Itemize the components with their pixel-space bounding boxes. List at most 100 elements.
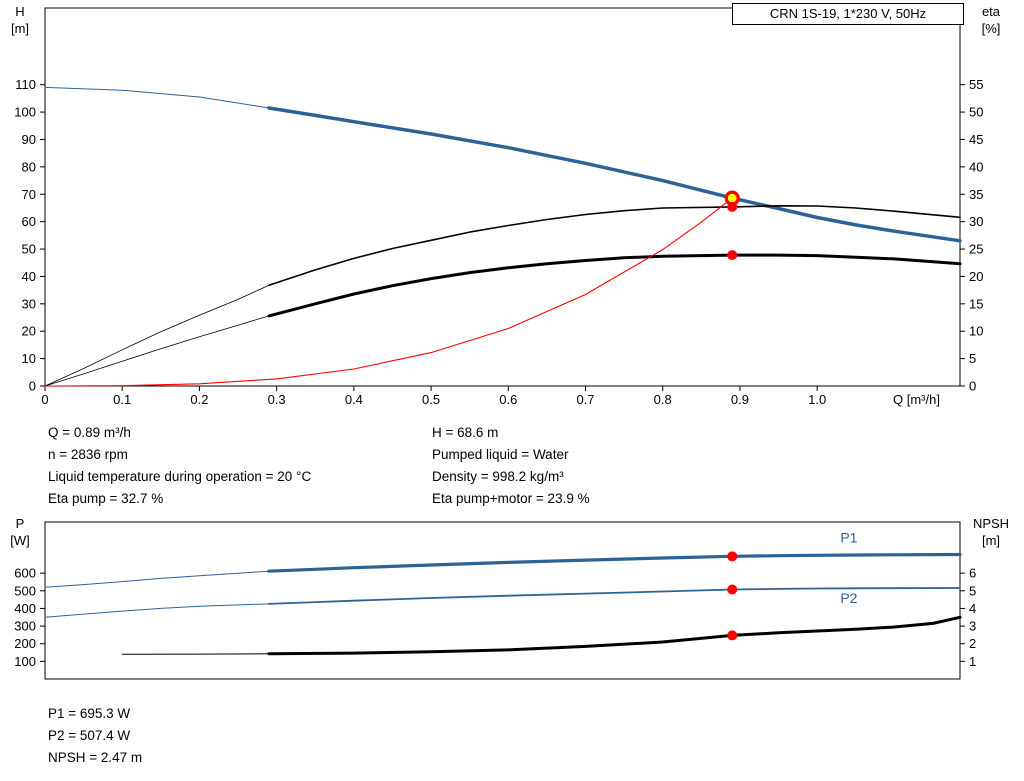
- right-tick-label: 35: [969, 187, 983, 202]
- operating-info-bottom: P1 = 695.3 W P2 = 507.4 W NPSH = 2.47 m: [48, 703, 142, 769]
- eta-pump-curve: [268, 205, 961, 287]
- h-axis-title: H [m]: [0, 3, 40, 37]
- x-tick-label: 0.8: [654, 392, 672, 407]
- info-line-speed: n = 2836 rpm: [48, 447, 128, 462]
- power-npsh-chart: 100 200 300 400 500 600 1 2 3 4 5 6 P1 P2: [14, 521, 976, 680]
- left-tick-label: 90: [22, 132, 36, 147]
- p2-curve-label: P2: [840, 590, 857, 606]
- x-tick-label: 0.2: [190, 392, 208, 407]
- right-tick-label: 50: [969, 105, 983, 120]
- info-line-head: H = 68.6 m: [432, 425, 499, 440]
- npsh-axis-unit: [m]: [981, 533, 1001, 548]
- left-tick-label: 200: [14, 636, 36, 651]
- left-tick-label: 500: [14, 583, 36, 598]
- right-tick-label: 5: [969, 583, 976, 598]
- eta-pump-motor-curve-thin: [44, 315, 270, 387]
- eta-pump-curve-thin: [44, 284, 270, 387]
- operating-point-marker-1: [727, 201, 738, 212]
- p-axis-symbol: P: [15, 516, 25, 531]
- x-tick-label: 1.0: [808, 392, 826, 407]
- info-line-liquid: Pumped liquid = Water: [432, 447, 569, 462]
- info-line-eta-pump: Eta pump = 32.7 %: [48, 491, 164, 506]
- x-tick-label: 0.3: [268, 392, 286, 407]
- operating-point-marker-0: [727, 551, 738, 562]
- p1-curve: [267, 552, 962, 573]
- eta-axis-title: eta [%]: [966, 3, 1016, 37]
- left-tick-label: 20: [22, 324, 36, 339]
- left-tick-label: 600: [14, 566, 36, 581]
- x-tick-label: 0.9: [731, 392, 749, 407]
- right-tick-label: 15: [969, 296, 983, 311]
- system-curve-thin: [44, 197, 733, 387]
- operating-point-marker-1: [727, 584, 738, 595]
- right-tick-label: 1: [969, 654, 976, 669]
- x-tick-label: 0.1: [113, 392, 131, 407]
- npsh-curve: [267, 615, 962, 656]
- info-line-flow: Q = 0.89 m³/h: [48, 425, 131, 440]
- p1-curve-label: P1: [840, 529, 857, 545]
- right-tick-label: 5: [969, 351, 976, 366]
- right-tick-label: 2: [969, 636, 976, 651]
- left-tick-label: 0: [29, 379, 36, 394]
- right-tick-label: 10: [969, 324, 983, 339]
- info-line-density: Density = 998.2 kg/m³: [432, 469, 564, 484]
- left-tick-label: 50: [22, 242, 36, 257]
- x-tick-label: 0: [41, 392, 48, 407]
- h-axis-unit: [m]: [10, 21, 30, 36]
- p-axis-title: P [W]: [0, 515, 40, 549]
- p2-curve: [267, 587, 961, 605]
- left-tick-label: 300: [14, 619, 36, 634]
- info-line-p2: P2 = 507.4 W: [48, 728, 131, 743]
- right-tick-label: 4: [969, 601, 976, 616]
- info-line-npsh: NPSH = 2.47 m: [48, 750, 143, 765]
- right-tick-label: 30: [969, 214, 983, 229]
- operating-point-marker-2: [727, 630, 738, 641]
- q-axis-label: Q [m³/h]: [893, 392, 940, 407]
- npsh-axis-title: NPSH [m]: [960, 515, 1022, 549]
- plot-border: [44, 7, 961, 387]
- right-tick-label: 3: [969, 619, 976, 634]
- info-line-eta-pump-motor: Eta pump+motor = 23.9 %: [432, 491, 590, 506]
- right-tick-label: 0: [969, 379, 976, 394]
- npsh-axis-symbol: NPSH: [972, 516, 1010, 531]
- hq-eta-chart: 0 10 20 30 40 50 60 70 80 90 100 110 0 5 10 15 20 25 30 35 4…: [14, 7, 983, 407]
- plot-border: [44, 521, 961, 680]
- x-tick-label: 0.6: [499, 392, 517, 407]
- p2-curve-thin: [44, 603, 270, 618]
- left-tick-label: 80: [22, 159, 36, 174]
- left-tick-label: 10: [22, 351, 36, 366]
- p-axis-unit: [W]: [10, 533, 30, 548]
- right-tick-label: 20: [969, 269, 983, 284]
- info-line-p1: P1 = 695.3 W: [48, 706, 131, 721]
- eta-pump-motor-curve: [267, 253, 962, 318]
- npsh-curve-thin: [121, 653, 270, 655]
- h-axis-symbol: H: [15, 4, 25, 19]
- operating-point-marker-2: [727, 250, 738, 261]
- right-tick-label: 40: [969, 159, 983, 174]
- left-tick-label: 100: [14, 105, 36, 120]
- head-curve: [267, 106, 962, 243]
- info-line-temperature: Liquid temperature during operation = 20…: [48, 469, 312, 484]
- left-tick-label: 110: [15, 77, 36, 92]
- eta-axis-symbol: eta: [981, 4, 1001, 19]
- x-tick-label: 0.5: [422, 392, 440, 407]
- left-tick-label: 30: [22, 296, 36, 311]
- left-tick-label: 60: [22, 214, 36, 229]
- right-tick-label: 45: [969, 132, 983, 147]
- p1-curve-thin: [44, 570, 270, 588]
- operating-info-right: H = 68.6 m Pumped liquid = Water Density…: [432, 422, 590, 510]
- operating-info-left: Q = 0.89 m³/h n = 2836 rpm Liquid temper…: [48, 422, 311, 510]
- right-tick-label: 55: [969, 77, 983, 92]
- left-tick-label: 100: [14, 654, 36, 669]
- head-curve-thin: [44, 86, 270, 109]
- right-tick-label: 6: [969, 566, 976, 581]
- eta-axis-unit: [%]: [981, 21, 1001, 36]
- left-tick-label: 40: [22, 269, 36, 284]
- pump-model-box: CRN 1S-19, 1*230 V, 50Hz: [732, 3, 964, 25]
- left-tick-label: 400: [14, 601, 36, 616]
- right-tick-label: 25: [969, 242, 983, 257]
- x-tick-label: 0.4: [345, 392, 363, 407]
- left-tick-label: 70: [22, 187, 36, 202]
- x-tick-label: 0.7: [576, 392, 594, 407]
